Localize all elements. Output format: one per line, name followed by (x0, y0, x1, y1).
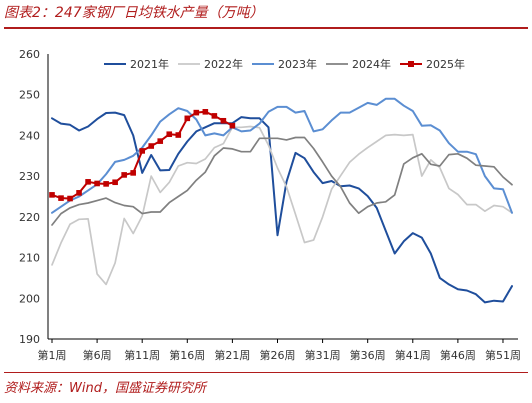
y-tick-label: 190 (19, 333, 40, 346)
data-point (157, 138, 164, 144)
legend-label: 2021年 (130, 57, 169, 71)
data-point (175, 132, 182, 138)
series-4 (51, 136, 513, 226)
y-tick-label: 240 (19, 129, 40, 142)
data-point (85, 179, 91, 185)
source-rule (4, 372, 528, 373)
series-2 (51, 125, 513, 286)
series-3 (51, 97, 513, 214)
y-tick-label: 210 (19, 252, 40, 265)
x-tick-label: 第41周 (395, 348, 431, 362)
x-tick-label: 第6周 (83, 348, 112, 362)
data-point (67, 195, 73, 202)
legend-item: 2022年 (178, 57, 243, 71)
legend-item: 2025年 (400, 57, 465, 71)
series-line (51, 136, 513, 226)
data-point (229, 122, 236, 129)
x-tick-label: 第46周 (440, 348, 476, 362)
x-tick-label: 第36周 (350, 348, 386, 362)
source-note: 资料来源：Wind，国盛证券研究所 (4, 381, 206, 396)
x-tick-label: 第11周 (124, 348, 160, 362)
x-tick-label: 第31周 (305, 348, 341, 362)
x-tick-label: 第16周 (169, 348, 205, 362)
data-point (121, 172, 127, 178)
legend-item: 2021年 (104, 57, 169, 71)
y-tick-label: 220 (19, 211, 40, 224)
chart-title: 图表2：247家钢厂日均铁水产量（万吨） (4, 5, 264, 21)
y-tick-label: 250 (19, 89, 40, 102)
legend-label: 2022年 (204, 57, 243, 71)
x-tick-label: 第21周 (214, 348, 250, 362)
series-line (51, 111, 513, 304)
data-point (193, 109, 200, 116)
legend-item: 2024年 (326, 57, 391, 71)
x-tick-label: 第1周 (38, 348, 67, 362)
legend-label: 2023年 (278, 57, 317, 71)
y-tick-label: 200 (19, 292, 40, 305)
y-tick-label: 230 (19, 170, 40, 183)
y-tick-label: 260 (19, 48, 40, 61)
data-point (220, 117, 227, 124)
data-point (130, 170, 136, 176)
series-line (51, 97, 513, 214)
legend-item: 2023年 (252, 57, 317, 71)
data-point (211, 113, 218, 119)
data-point (49, 192, 55, 198)
series-line (51, 125, 513, 286)
legend-label: 2024年 (352, 57, 391, 71)
data-point (58, 195, 64, 201)
title-rule (4, 27, 528, 29)
series-line (51, 110, 234, 200)
data-point (202, 109, 209, 115)
data-point (184, 115, 191, 122)
data-point (103, 181, 109, 187)
legend-label: 2025年 (426, 57, 465, 71)
data-point (112, 179, 118, 186)
series-5 (49, 109, 236, 202)
data-point (139, 148, 145, 154)
data-point (76, 190, 82, 196)
data-point (166, 131, 173, 138)
data-point (148, 143, 155, 149)
legend-marker (408, 61, 414, 67)
series-1 (51, 111, 513, 304)
data-point (94, 180, 100, 187)
x-tick-label: 第26周 (259, 348, 295, 362)
x-tick-label: 第51周 (485, 348, 521, 362)
